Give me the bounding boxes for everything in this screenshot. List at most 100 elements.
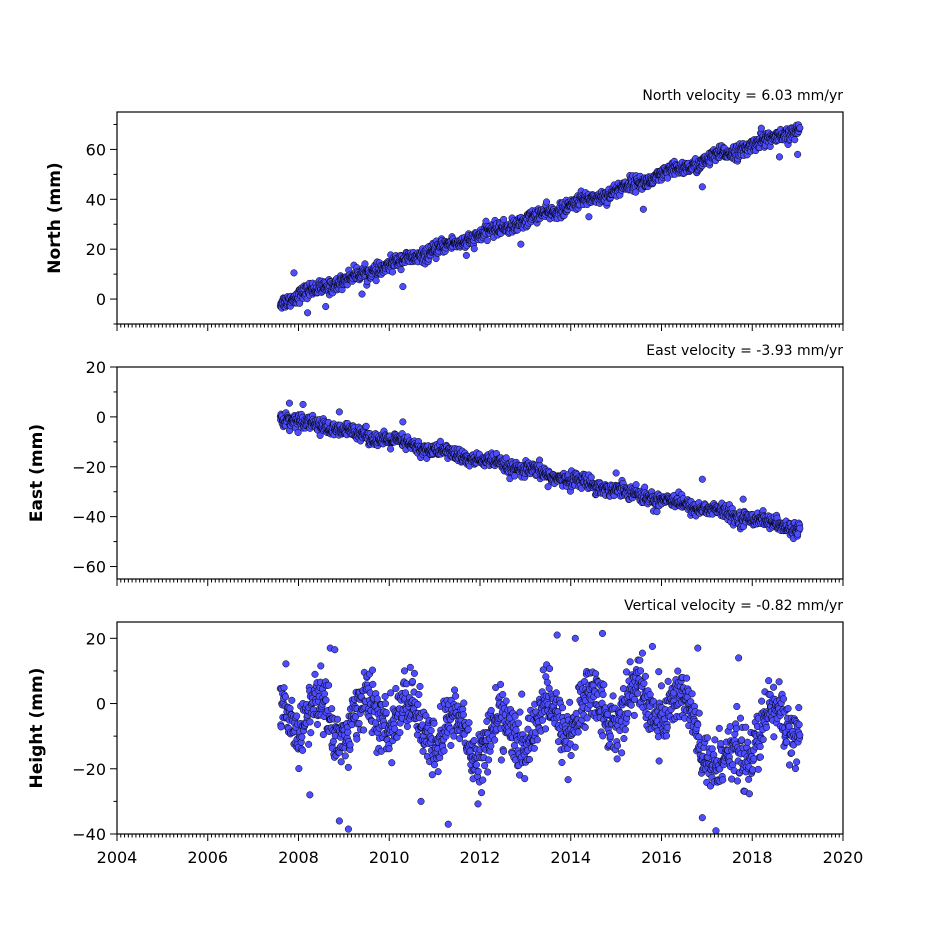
data-point (451, 686, 459, 694)
data-point (497, 680, 505, 688)
data-point (281, 693, 290, 701)
data-point (491, 736, 499, 744)
data-point (732, 725, 740, 733)
data-point (655, 757, 663, 765)
data-point (688, 690, 696, 698)
data-point (791, 136, 799, 144)
data-point (795, 721, 803, 729)
data-point (388, 759, 396, 767)
height-title: Vertical velocity = -0.82 mm/yr (624, 598, 843, 614)
data-point (403, 722, 411, 731)
data-point-outlier (757, 124, 765, 132)
data-point-outlier (285, 399, 293, 407)
north-panel: 0 20 40 60 North velocity = 6.03 mm/yr Nort… (45, 88, 844, 331)
data-point (322, 696, 330, 704)
data-point (427, 727, 435, 735)
data-point (288, 696, 296, 704)
north-ticks: 0 20 40 60 (86, 123, 844, 331)
data-point (396, 729, 404, 737)
data-point (533, 736, 541, 744)
data-point-outlier (290, 269, 298, 277)
data-point (512, 726, 520, 734)
data-point (502, 454, 510, 462)
data-point (542, 725, 550, 733)
data-point (416, 682, 424, 691)
data-point-outlier (694, 644, 702, 652)
y-tick-label: 20 (86, 358, 106, 377)
y-tick-label: −20 (72, 458, 106, 477)
data-point (514, 719, 522, 727)
data-point (325, 681, 333, 689)
data-point (447, 741, 455, 750)
height-panel: 2004 2006 2008 2010 2012 2014 2016 2018 2020200−… (27, 598, 863, 867)
data-point (410, 669, 418, 677)
data-point (516, 708, 524, 716)
data-point (638, 649, 646, 657)
data-point (353, 735, 361, 743)
data-point (663, 723, 671, 732)
data-point-outlier (517, 240, 525, 248)
data-point (559, 704, 567, 712)
data-point-outlier (653, 508, 661, 516)
data-point-outlier (306, 791, 314, 799)
data-point (606, 732, 614, 740)
data-point-outlier (735, 654, 743, 662)
data-point-outlier (794, 530, 802, 538)
data-point (460, 699, 468, 707)
x-tick-label: 2006 (187, 848, 228, 867)
east-y-axis-label: East (mm) (27, 424, 47, 522)
data-point (744, 738, 752, 746)
data-point-outlier (739, 495, 747, 503)
data-point (756, 743, 764, 751)
data-point (465, 719, 473, 727)
data-point (499, 690, 507, 699)
data-point (372, 277, 380, 285)
data-point (430, 761, 439, 769)
data-point (328, 705, 336, 713)
data-point (600, 681, 608, 689)
data-point (346, 741, 354, 749)
y-tick-label: 20 (86, 240, 106, 259)
data-point (627, 701, 635, 709)
data-point (566, 698, 574, 706)
data-point-outlier (775, 153, 784, 161)
data-point (459, 711, 467, 719)
data-point (558, 758, 566, 767)
data-point (479, 776, 487, 784)
data-point (320, 690, 329, 698)
data-point-outlier (299, 400, 307, 408)
data-point (636, 656, 644, 664)
data-point (683, 674, 691, 682)
data-point (333, 715, 342, 723)
data-point (613, 742, 622, 750)
data-point (715, 724, 723, 732)
x-tick-label: 2008 (278, 848, 319, 867)
data-point (502, 697, 510, 705)
data-point (711, 736, 719, 744)
data-point (567, 751, 575, 760)
data-point (733, 702, 741, 711)
data-point (694, 721, 702, 729)
north-title: North velocity = 6.03 mm/yr (642, 88, 843, 104)
data-point (344, 728, 352, 736)
data-point-outlier (598, 629, 607, 637)
data-point (630, 711, 638, 719)
data-point (640, 679, 648, 687)
x-tick-label: 2004 (97, 848, 138, 867)
data-point (742, 723, 750, 731)
data-point-outlier (417, 797, 425, 805)
data-point-outlier (571, 634, 579, 642)
data-point (361, 260, 369, 268)
y-tick-label: 40 (86, 190, 106, 209)
data-point (362, 422, 370, 430)
data-point (293, 712, 301, 720)
data-point-outlier (399, 283, 407, 291)
data-point (474, 800, 482, 808)
data-point (621, 726, 629, 734)
data-point-outlier (648, 642, 656, 651)
data-point-outlier (358, 290, 366, 298)
data-point-outlier (553, 631, 561, 639)
data-point-outlier (335, 408, 343, 416)
data-point (546, 665, 554, 673)
